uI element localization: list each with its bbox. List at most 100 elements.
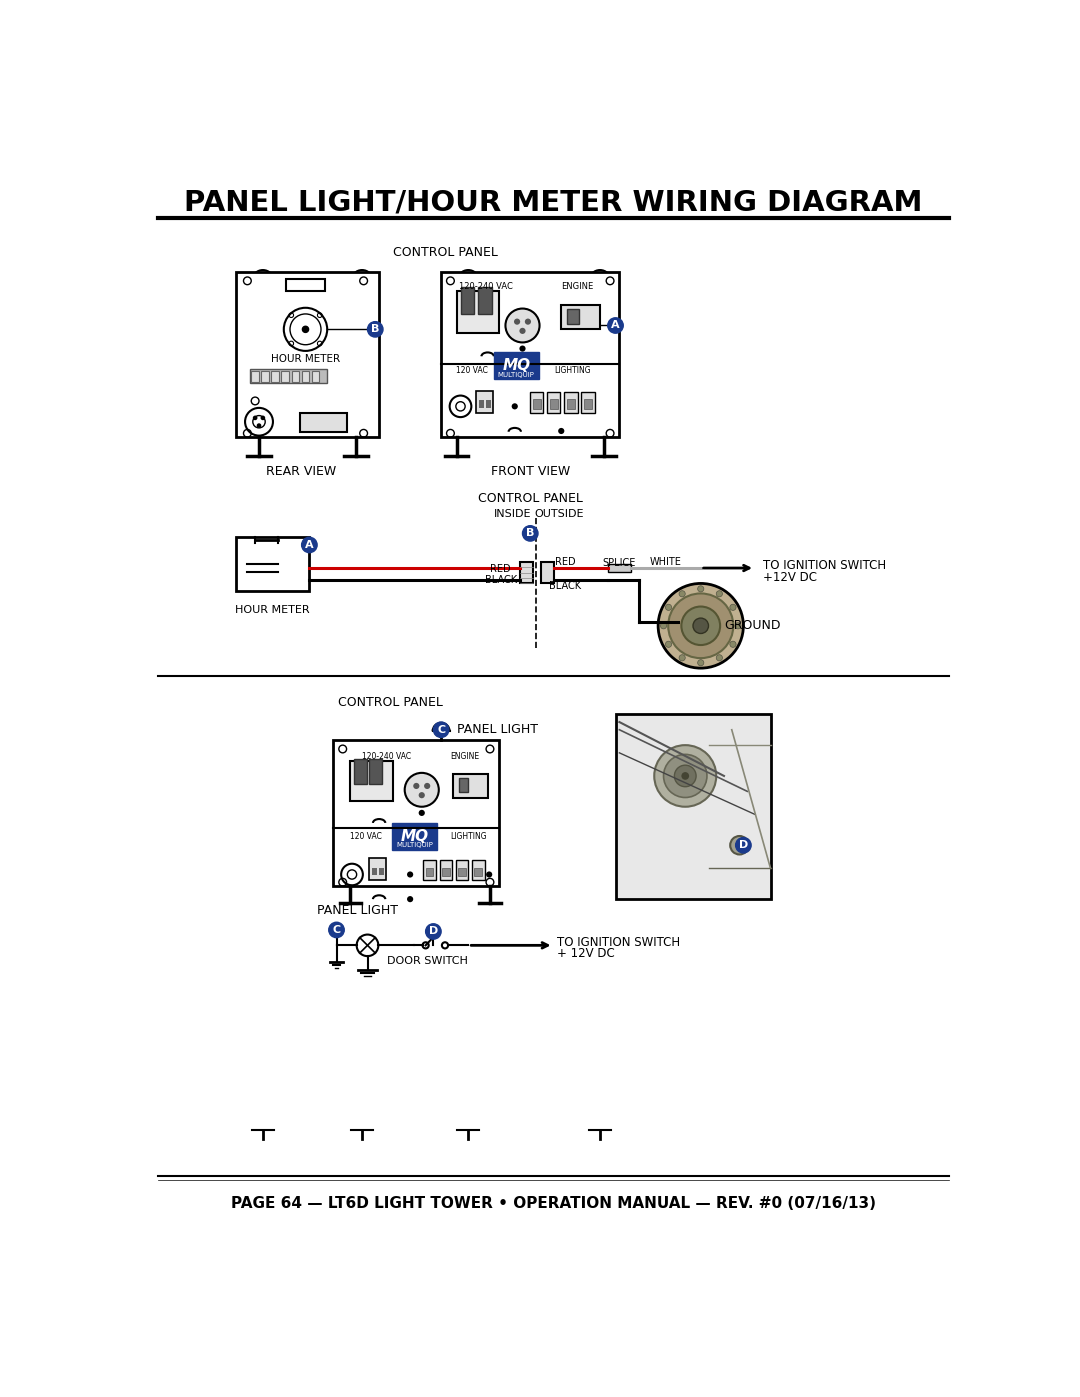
Bar bbox=[530, 393, 543, 412]
Circle shape bbox=[414, 782, 419, 789]
Text: CONTROL PANEL: CONTROL PANEL bbox=[477, 492, 583, 506]
Text: PANEL LIGHT: PANEL LIGHT bbox=[457, 724, 538, 736]
Bar bbox=[476, 391, 494, 412]
Text: MULTIQUIP: MULTIQUIP bbox=[498, 372, 535, 377]
Circle shape bbox=[514, 319, 521, 324]
Bar bbox=[373, 868, 377, 876]
Text: +12V DC: +12V DC bbox=[762, 571, 816, 584]
Circle shape bbox=[661, 623, 666, 629]
Bar bbox=[441, 271, 619, 437]
Bar bbox=[423, 861, 435, 880]
Text: A: A bbox=[305, 539, 313, 550]
Circle shape bbox=[730, 641, 737, 647]
Circle shape bbox=[433, 722, 449, 738]
Text: FRONT VIEW: FRONT VIEW bbox=[490, 465, 570, 478]
Bar bbox=[494, 352, 539, 380]
Text: RED: RED bbox=[490, 564, 511, 574]
Bar bbox=[252, 372, 259, 381]
Text: REAR VIEW: REAR VIEW bbox=[267, 465, 337, 478]
Text: INSIDE: INSIDE bbox=[494, 509, 531, 520]
Text: D: D bbox=[739, 840, 748, 851]
Bar bbox=[301, 372, 309, 381]
Text: + 12V DC: + 12V DC bbox=[557, 947, 616, 960]
Circle shape bbox=[512, 404, 517, 409]
Bar bbox=[548, 393, 561, 412]
Bar bbox=[581, 393, 595, 412]
Bar bbox=[459, 778, 469, 792]
Bar bbox=[235, 538, 309, 591]
Bar bbox=[312, 372, 320, 381]
Circle shape bbox=[419, 792, 424, 798]
Circle shape bbox=[301, 538, 318, 553]
Circle shape bbox=[679, 655, 685, 661]
Text: 120 VAC: 120 VAC bbox=[456, 366, 488, 374]
Text: 120-240 VAC: 120-240 VAC bbox=[459, 282, 513, 292]
Bar bbox=[440, 861, 451, 880]
Bar bbox=[474, 868, 482, 876]
Text: TO IGNITION SWITCH: TO IGNITION SWITCH bbox=[762, 559, 886, 573]
Bar bbox=[532, 400, 541, 409]
Bar bbox=[286, 279, 325, 291]
Circle shape bbox=[658, 584, 743, 668]
Circle shape bbox=[426, 923, 441, 939]
Text: PANEL LIGHT: PANEL LIGHT bbox=[318, 904, 399, 918]
Text: C: C bbox=[437, 725, 445, 735]
Text: HOUR METER: HOUR METER bbox=[271, 353, 340, 363]
Circle shape bbox=[674, 766, 697, 787]
Text: 120 VAC: 120 VAC bbox=[350, 831, 382, 841]
Text: SPLICE: SPLICE bbox=[603, 557, 636, 567]
Text: LIGHTING: LIGHTING bbox=[450, 831, 487, 841]
Bar bbox=[426, 868, 433, 876]
Circle shape bbox=[698, 659, 704, 666]
Text: PAGE 64 — LT6D LIGHT TOWER • OPERATION MANUAL — REV. #0 (07/16/13): PAGE 64 — LT6D LIGHT TOWER • OPERATION M… bbox=[231, 1196, 876, 1211]
Circle shape bbox=[260, 415, 266, 420]
Bar bbox=[565, 393, 578, 412]
Circle shape bbox=[367, 321, 383, 337]
Text: ENGINE: ENGINE bbox=[561, 282, 593, 292]
Bar bbox=[300, 412, 347, 432]
Circle shape bbox=[505, 309, 540, 342]
Text: DOOR SWITCH: DOOR SWITCH bbox=[387, 956, 468, 965]
Bar bbox=[608, 564, 631, 571]
Circle shape bbox=[734, 623, 741, 629]
Bar bbox=[282, 372, 289, 381]
Text: MQ: MQ bbox=[502, 358, 530, 373]
Text: LIGHTING: LIGHTING bbox=[554, 366, 591, 374]
Text: CONTROL PANEL: CONTROL PANEL bbox=[392, 246, 498, 258]
Bar bbox=[249, 369, 327, 383]
Circle shape bbox=[486, 872, 492, 877]
Circle shape bbox=[665, 641, 672, 647]
Bar bbox=[261, 372, 269, 381]
Bar bbox=[472, 861, 485, 880]
Bar bbox=[333, 740, 499, 886]
Bar bbox=[453, 774, 488, 798]
Text: TO IGNITION SWITCH: TO IGNITION SWITCH bbox=[557, 936, 680, 949]
Circle shape bbox=[523, 525, 538, 541]
Bar bbox=[353, 759, 367, 784]
Circle shape bbox=[405, 773, 438, 806]
Circle shape bbox=[407, 895, 414, 902]
Circle shape bbox=[608, 317, 623, 334]
Text: ENGINE: ENGINE bbox=[449, 752, 478, 761]
Text: MULTIQUIP: MULTIQUIP bbox=[396, 842, 433, 848]
Text: CONTROL PANEL: CONTROL PANEL bbox=[338, 696, 443, 710]
Circle shape bbox=[519, 328, 526, 334]
Circle shape bbox=[716, 655, 723, 661]
Text: WHITE: WHITE bbox=[650, 557, 681, 567]
Circle shape bbox=[716, 591, 723, 597]
Bar bbox=[541, 562, 554, 584]
Bar bbox=[456, 861, 469, 880]
Circle shape bbox=[525, 319, 531, 324]
Bar bbox=[562, 305, 600, 330]
Circle shape bbox=[519, 345, 526, 352]
Circle shape bbox=[257, 423, 261, 427]
Text: A: A bbox=[611, 320, 620, 331]
Bar bbox=[271, 372, 279, 381]
Circle shape bbox=[730, 835, 748, 855]
Bar bbox=[235, 271, 379, 437]
Bar bbox=[550, 400, 558, 409]
Circle shape bbox=[681, 606, 720, 645]
Circle shape bbox=[665, 605, 672, 610]
Text: 120-240 VAC: 120-240 VAC bbox=[362, 752, 411, 761]
Bar bbox=[392, 823, 437, 849]
